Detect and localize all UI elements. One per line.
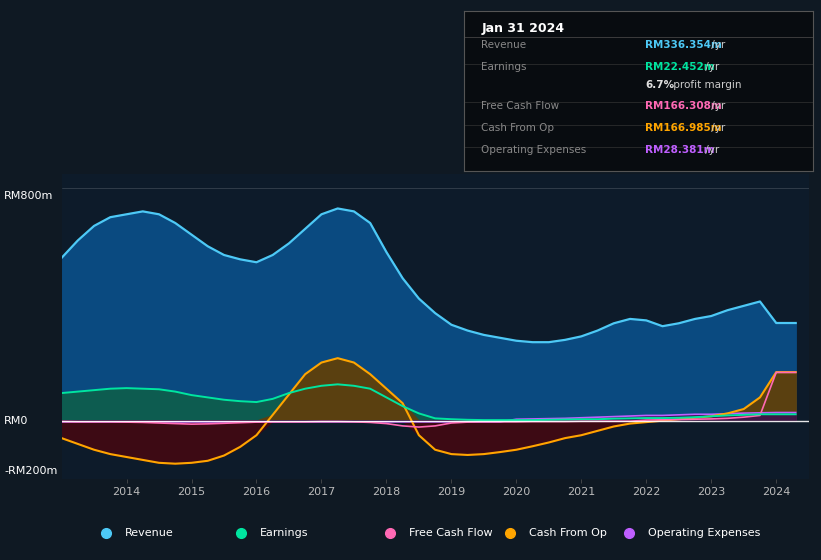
Text: /yr: /yr (708, 40, 726, 50)
Text: RM22.452m: RM22.452m (645, 62, 715, 72)
Text: Jan 31 2024: Jan 31 2024 (481, 22, 564, 35)
Text: Earnings: Earnings (259, 529, 308, 538)
Text: Free Cash Flow: Free Cash Flow (409, 529, 493, 538)
Text: RM166.308m: RM166.308m (645, 101, 722, 110)
Text: RM28.381m: RM28.381m (645, 145, 715, 155)
Text: Operating Expenses: Operating Expenses (648, 529, 760, 538)
Text: RM0: RM0 (4, 416, 29, 426)
Text: -RM200m: -RM200m (4, 466, 57, 476)
Text: Revenue: Revenue (481, 40, 526, 50)
Text: RM800m: RM800m (4, 191, 53, 201)
Text: Free Cash Flow: Free Cash Flow (481, 101, 559, 110)
Text: /yr: /yr (702, 62, 719, 72)
Text: /yr: /yr (708, 101, 726, 110)
Text: Operating Expenses: Operating Expenses (481, 145, 586, 155)
Text: Earnings: Earnings (481, 62, 527, 72)
Text: 6.7%: 6.7% (645, 80, 674, 90)
Text: RM336.354m: RM336.354m (645, 40, 722, 50)
Text: profit margin: profit margin (671, 80, 742, 90)
Text: RM166.985m: RM166.985m (645, 123, 722, 133)
Text: Revenue: Revenue (125, 529, 174, 538)
Text: /yr: /yr (708, 123, 726, 133)
Text: Cash From Op: Cash From Op (481, 123, 554, 133)
Text: Cash From Op: Cash From Op (529, 529, 607, 538)
Text: /yr: /yr (702, 145, 719, 155)
